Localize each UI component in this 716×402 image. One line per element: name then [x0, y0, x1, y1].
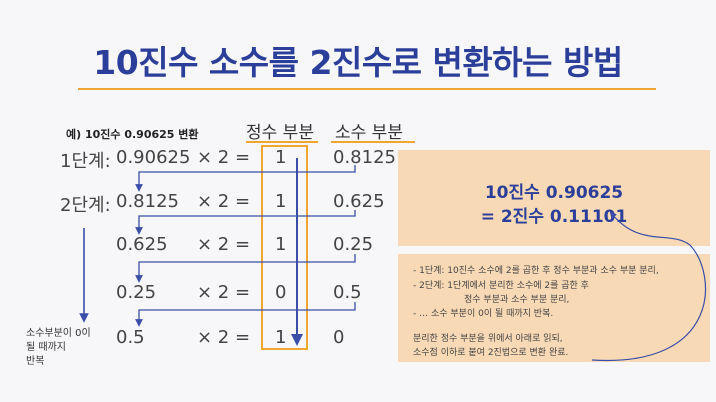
page-title: 10진수 소수를 2진수로 변환하는 방법 — [93, 43, 623, 82]
step-1-integer: 1 — [275, 147, 287, 168]
step-5-op: × 2 = — [197, 327, 251, 348]
fraction-part-header: 소수 부분 — [335, 123, 403, 143]
step-2-integer: 1 — [275, 191, 287, 212]
feedback-arrow-3 — [135, 254, 356, 283]
title-underline — [78, 88, 656, 90]
repeat-note-line-3: 반복 — [26, 356, 45, 367]
step-4-value: 0.25 — [116, 282, 157, 303]
repeat-note-line-1: 소수부분이 0이 — [26, 328, 91, 339]
feedback-arrow-4 — [135, 302, 356, 327]
step-1-value: 0.90625 — [116, 147, 191, 168]
integer-header-underline — [246, 141, 318, 143]
note-line-3: 정수 부분과 소수 부분 분리, — [464, 295, 570, 305]
step-1-op: × 2 = — [197, 147, 251, 168]
feedback-arrow-2 — [135, 210, 356, 235]
result-box — [398, 150, 710, 246]
example-label: 예) 10진수 0.90625 변환 — [66, 128, 199, 141]
step-5-fraction: 0 — [333, 327, 345, 348]
integer-column-box — [261, 145, 308, 350]
notes-box — [398, 254, 710, 362]
step-1-fraction: 0.8125 — [333, 147, 396, 168]
step-4-integer: 0 — [275, 282, 287, 303]
result-line-2: = 2진수 0.11101 — [480, 207, 628, 227]
step-4-fraction: 0.5 — [333, 282, 362, 303]
note-line-4: - … 소수 부분이 0이 될 때까지 반복. — [413, 309, 554, 319]
integer-part-header: 정수 부분 — [246, 123, 314, 143]
repeat-note-line-2: 될 때까지 — [26, 342, 66, 353]
feedback-arrow-1 — [135, 165, 356, 192]
step-4-op: × 2 = — [197, 282, 251, 303]
note-line-1: - 1단계: 10진수 소수에 2를 곱한 후 정수 부분과 소수 부분 분리, — [413, 266, 659, 276]
note-line-2: - 2단계: 1단계에서 분리한 소수에 2를 곱한 후 — [413, 281, 589, 291]
step-2-label: 2단계: — [60, 195, 111, 216]
step-2-op: × 2 = — [197, 191, 251, 212]
step-3-fraction: 0.25 — [333, 234, 374, 255]
step-3-value: 0.625 — [116, 234, 168, 255]
fraction-header-underline — [331, 141, 415, 143]
step-2-value: 0.8125 — [116, 191, 179, 212]
curved-result-arrow — [591, 211, 706, 361]
step-5-integer: 1 — [275, 327, 287, 348]
result-line-1: 10진수 0.90625 — [484, 183, 624, 203]
note-line-6: 소수점 이하로 붙여 2진법으로 변환 완료. — [413, 348, 569, 358]
step-3-op: × 2 = — [197, 234, 251, 255]
step-3-integer: 1 — [275, 234, 287, 255]
note-line-5: 분리한 정수 부분을 위에서 아래로 읽되, — [413, 334, 563, 344]
step-2-fraction: 0.625 — [333, 191, 385, 212]
step-1-label: 1단계: — [60, 151, 111, 172]
step-5-value: 0.5 — [116, 327, 145, 348]
